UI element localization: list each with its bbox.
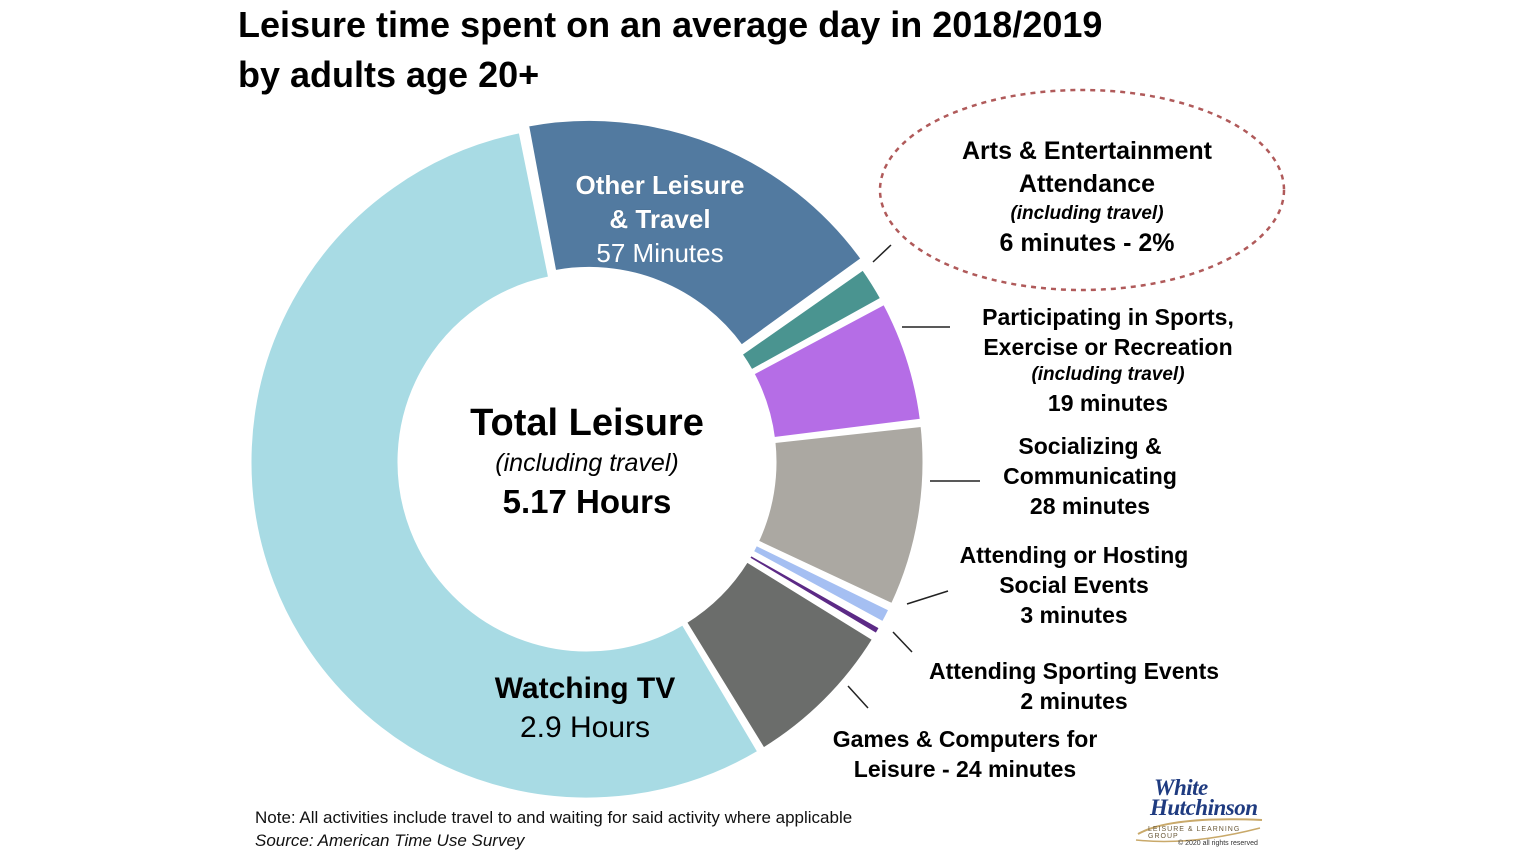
label-sporting-line1: Attending Sporting Events — [928, 658, 1220, 684]
label-games-line2: Leisure - 24 minutes — [853, 756, 1077, 782]
label-social-line2: Communicating — [1003, 463, 1177, 489]
leader-line-arts — [872, 244, 892, 263]
chart-title-line1: Leisure time spent on an average day in … — [238, 4, 1103, 45]
label-sports-value: 19 minutes — [1047, 390, 1169, 416]
slice-socializing-communicating — [755, 423, 926, 607]
logo-line1: White — [1154, 775, 1208, 800]
label-sports-line1: Participating in Sports, — [982, 304, 1234, 330]
label-social-value: 28 minutes — [1029, 493, 1151, 519]
slice-games-computers-for-leisure — [683, 558, 876, 752]
footnote-source: Source: American Time Use Survey — [255, 831, 525, 850]
logo-swoosh-icon — [1135, 818, 1263, 843]
label-other-line1: Other Leisure — [575, 170, 745, 200]
label-sports: Participating in Sports, Exercise or Rec… — [948, 302, 1268, 418]
label-sports-sub: (including travel) — [1031, 364, 1185, 385]
slice-other-leisure-travel — [525, 117, 865, 349]
logo-copyright: © 2020 all rights reserved — [1178, 840, 1258, 847]
label-social-line1: Socializing & — [1018, 433, 1162, 459]
label-arts: Arts & Entertainment Attendance (includi… — [922, 135, 1252, 260]
label-hosting-value: 3 minutes — [1020, 602, 1128, 628]
center-subtitle: (including travel) — [495, 449, 679, 477]
label-sports-line2: Exercise or Recreation — [983, 334, 1233, 360]
label-sporting: Attending Sporting Events 2 minutes — [904, 656, 1244, 716]
label-arts-line2: Attendance — [1018, 170, 1156, 198]
slice-watching-tv — [248, 129, 761, 801]
footnote-text: Note: All activities include travel to a… — [255, 808, 853, 827]
label-hosting: Attending or Hosting Social Events 3 min… — [934, 540, 1214, 630]
arts-highlight-ellipse — [878, 88, 1286, 292]
label-social: Socializing & Communicating 28 minutes — [950, 431, 1230, 521]
logo-line2: Hutchinson — [1150, 795, 1258, 820]
slice-arts-entertainment-attendance-including-travel — [738, 266, 884, 373]
label-other-value: 57 Minutes — [596, 238, 724, 268]
chart-title: Leisure time spent on an average day in … — [238, 0, 1298, 100]
label-arts-line1: Arts & Entertainment — [961, 137, 1213, 165]
center-title: Total Leisure — [470, 402, 704, 444]
label-arts-value: 6 minutes - 2% — [999, 229, 1175, 257]
label-tv-title: Watching TV — [494, 672, 676, 705]
center-value: 5.17 Hours — [502, 483, 672, 520]
donut-slices — [248, 117, 926, 801]
leader-line-sporting — [892, 631, 913, 653]
label-sporting-value: 2 minutes — [1020, 688, 1128, 714]
leader-lines — [847, 244, 980, 709]
leader-line-games — [847, 685, 869, 709]
label-arts-sub: (including travel) — [1010, 203, 1164, 224]
slice-attending-or-hosting-social-events — [750, 542, 892, 625]
label-games-line1: Games & Computers for — [832, 726, 1098, 752]
leader-line-hosting — [906, 590, 949, 605]
slice-participating-in-sports-exercise-or-recreation-including-travel — [750, 301, 924, 441]
logo-tagline: LEISURE & LEARNING GROUP — [1148, 826, 1241, 840]
label-hosting-line1: Attending or Hosting — [959, 542, 1189, 568]
slice-attending-sporting-events — [746, 552, 883, 637]
label-tv-value: 2.9 Hours — [519, 711, 651, 744]
center-label: Total Leisure (including travel) 5.17 Ho… — [437, 400, 737, 524]
label-other-leisure: Other Leisure & Travel 57 Minutes — [540, 168, 780, 270]
white-hutchinson-logo: White Hutchinson LEISURE & LEARNING GROU… — [1130, 776, 1270, 854]
label-games: Games & Computers for Leisure - 24 minut… — [805, 724, 1125, 784]
label-hosting-line2: Social Events — [999, 572, 1149, 598]
chart-title-line2: by adults age 20+ — [238, 54, 540, 95]
footnote: Note: All activities include travel to a… — [255, 806, 852, 852]
label-tv: Watching TV 2.9 Hours — [455, 670, 715, 748]
label-other-line2: & Travel — [609, 204, 711, 234]
